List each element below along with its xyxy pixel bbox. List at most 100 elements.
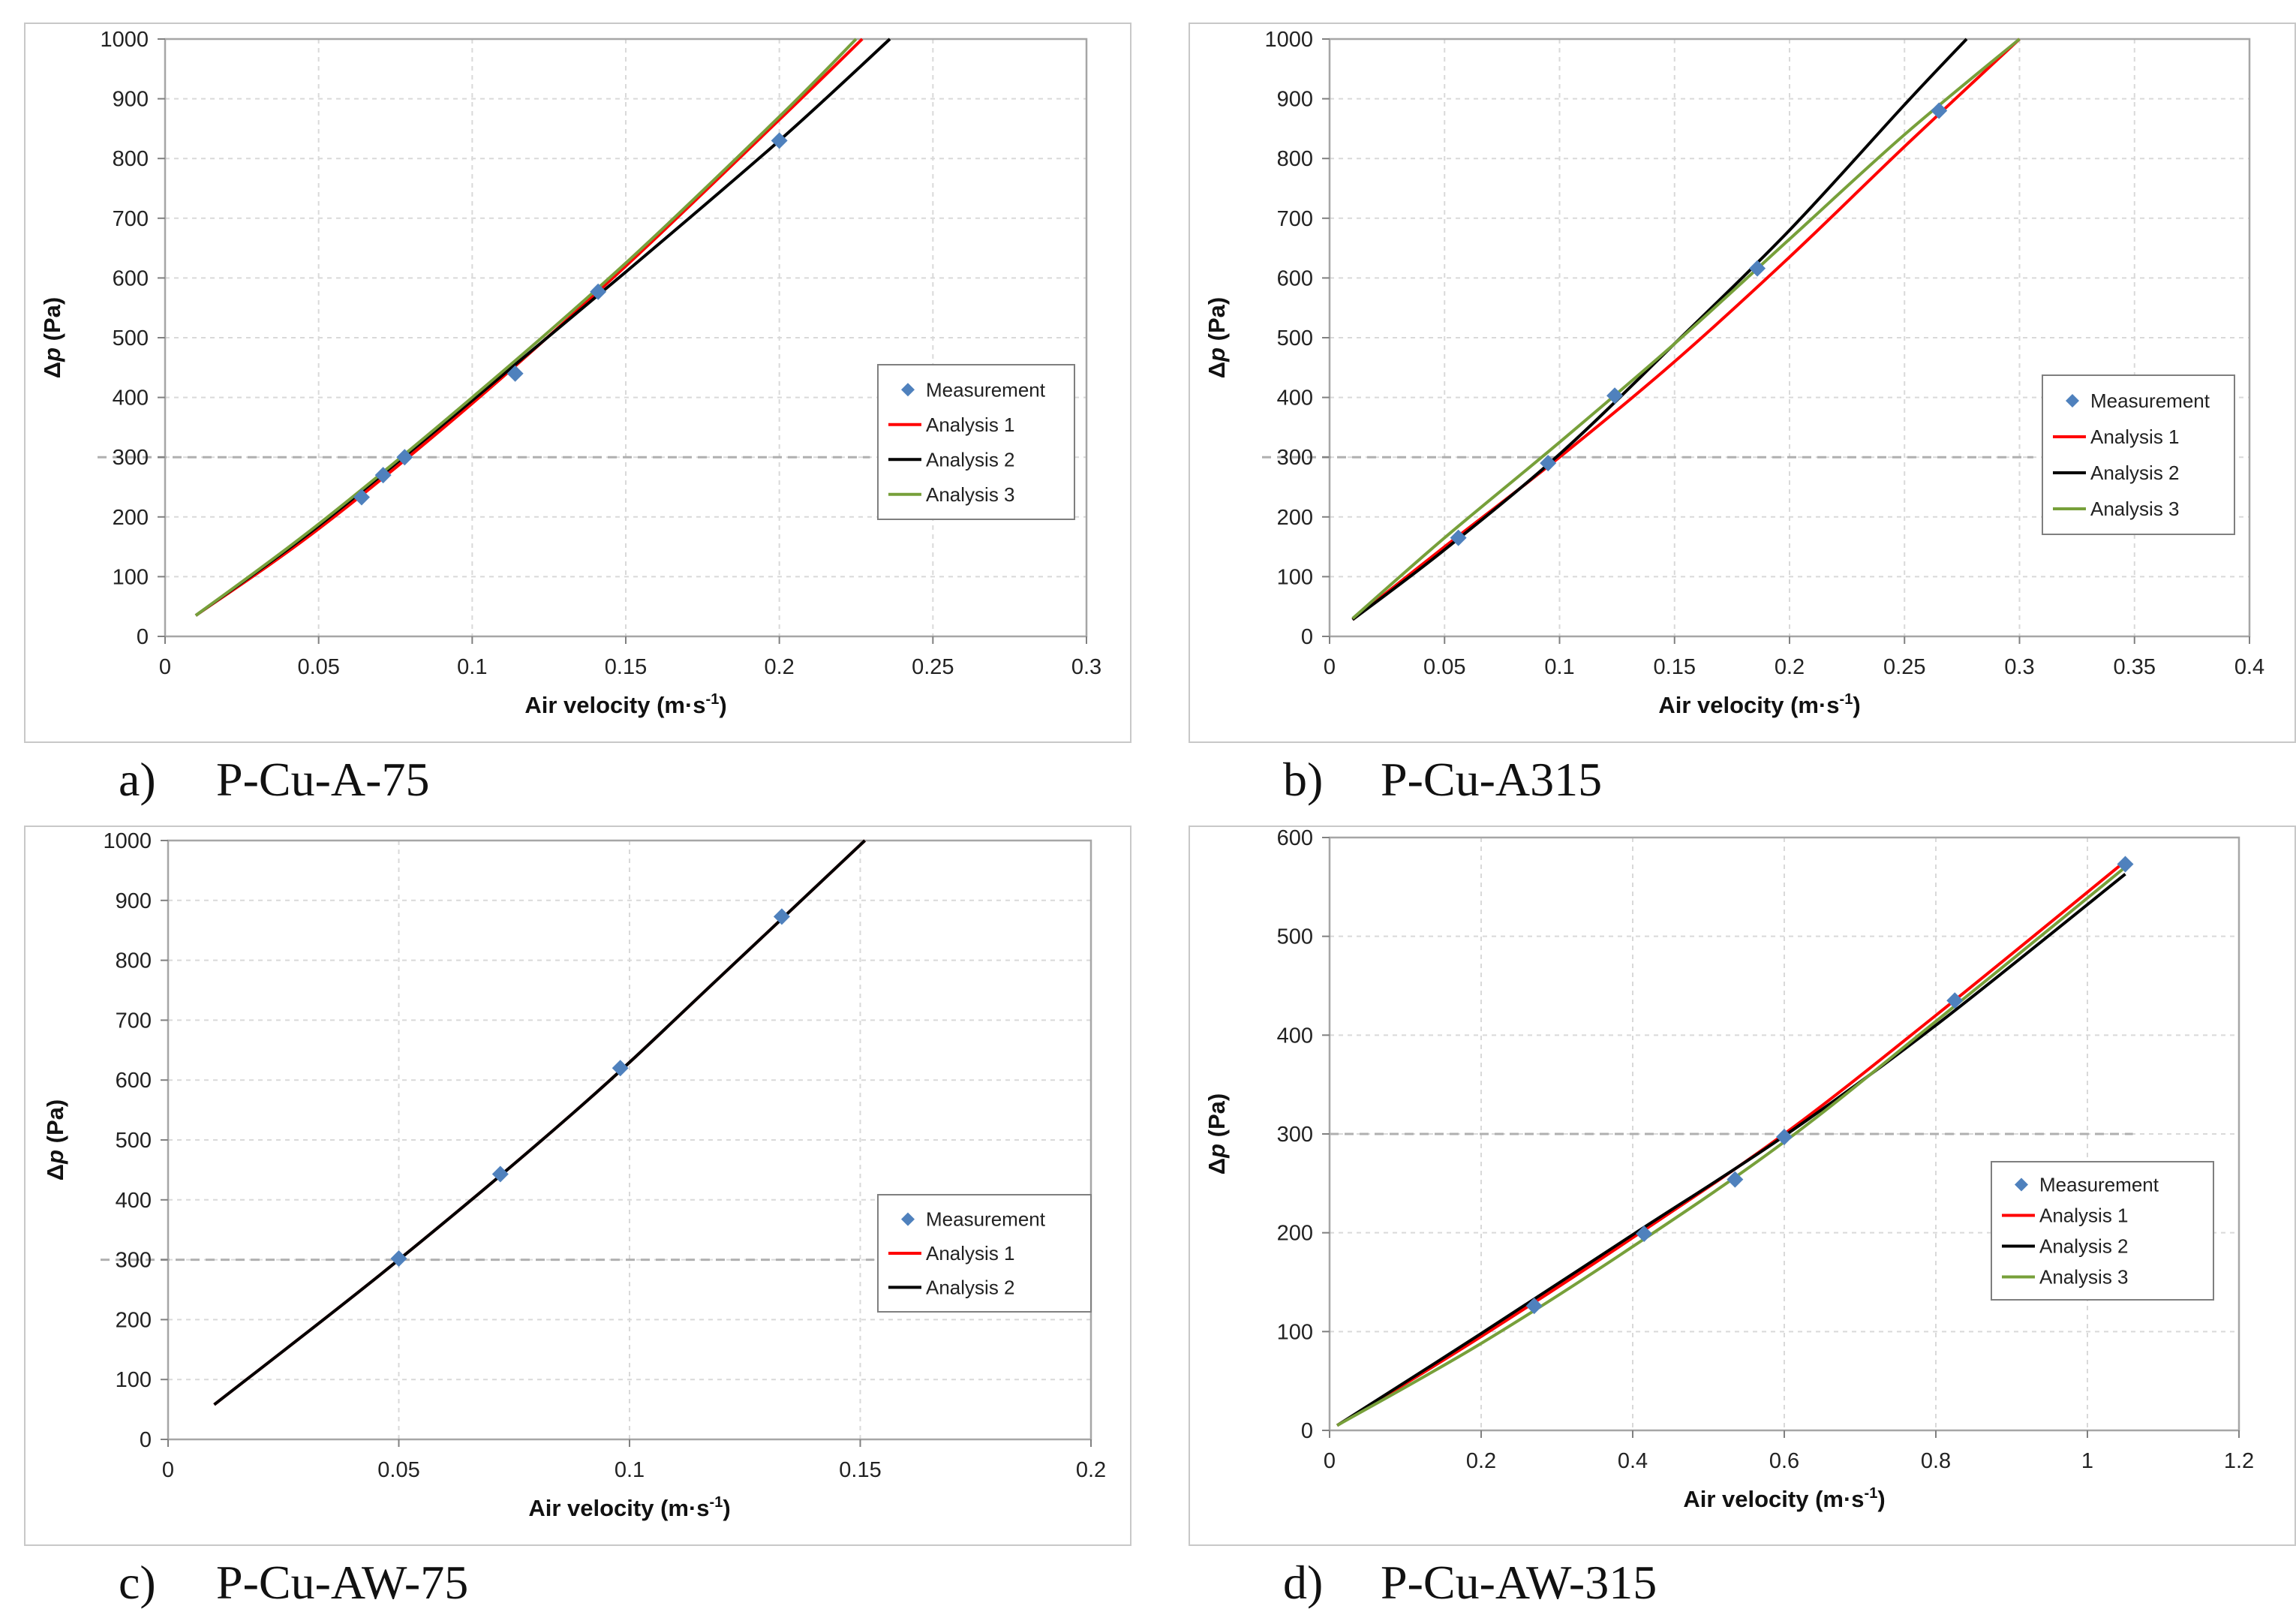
y-tick-label: 400 (113, 386, 149, 411)
measurement-point (1749, 260, 1766, 277)
y-tick-label: 100 (1277, 565, 1313, 589)
y-axis-title: Δp (Pa) (1204, 297, 1230, 378)
y-tick-label: 300 (1277, 446, 1313, 470)
y-tick-label: 700 (113, 207, 149, 231)
x-tick-label: 0 (159, 655, 171, 679)
x-tick-label: 0 (162, 1458, 174, 1482)
measurement-point (1636, 1225, 1653, 1242)
legend-label: Analysis 1 (2039, 1204, 2129, 1227)
x-axis-title: Air velocity (m·s-1) (1683, 1485, 1885, 1512)
measurement-point (374, 467, 392, 484)
measurement-point (353, 489, 370, 506)
y-tick-label: 0 (1301, 625, 1313, 649)
x-tick-label: 0 (1324, 655, 1336, 679)
caption-letter: c) (119, 1556, 156, 1609)
y-tick-label: 600 (113, 266, 149, 290)
y-axis-title: Δp (Pa) (1204, 1093, 1230, 1174)
y-tick-label: 700 (116, 1009, 152, 1033)
y-tick-label: 1000 (1264, 28, 1313, 52)
caption-title: P-Cu-AW-315 (1381, 1556, 1657, 1609)
x-tick-label: 1 (2081, 1449, 2093, 1473)
y-tick-label: 600 (1277, 826, 1313, 850)
y-tick-label: 500 (1277, 925, 1313, 949)
y-tick-label: 600 (116, 1069, 152, 1093)
y-tick-label: 400 (1277, 386, 1313, 411)
measurement-point (612, 1060, 629, 1077)
x-tick-label: 1.2 (2224, 1449, 2254, 1473)
legend-label: Analysis 1 (926, 414, 1015, 436)
series-line-analysis-2 (213, 839, 867, 1406)
legend-label: Analysis 2 (926, 448, 1015, 471)
legend-label: Analysis 2 (2039, 1235, 2129, 1258)
x-tick-label: 0.2 (1466, 1449, 1496, 1473)
legend-marker (901, 383, 915, 397)
x-tick-label: 0.15 (1654, 655, 1696, 679)
caption-letter: b) (1283, 753, 1324, 806)
y-tick-label: 800 (113, 147, 149, 171)
y-tick-label: 800 (116, 949, 152, 973)
y-axis-title: Δp (Pa) (39, 297, 65, 378)
series-line-analysis-2 (1336, 873, 2126, 1427)
caption-title: P-Cu-AW-75 (216, 1556, 469, 1609)
caption-letter: d) (1283, 1556, 1324, 1609)
chart-2: 0 0.05 0.1 0.15 0.2 0.25 0.3 0.35 0.4 0 100 200 300 4… (1204, 28, 2264, 718)
x-tick-label: 0 (1324, 1449, 1336, 1473)
x-tick-label: 0.15 (839, 1458, 881, 1482)
x-tick-label: 0.6 (1769, 1449, 1799, 1473)
x-tick-label: 0.15 (605, 655, 647, 679)
y-tick-label: 500 (113, 326, 149, 350)
x-tick-label: 0.05 (377, 1458, 419, 1482)
measurement-point (773, 908, 790, 925)
legend-label: Analysis 2 (926, 1276, 1015, 1298)
y-axis-title: Δp (Pa) (42, 1099, 68, 1180)
x-tick-label: 0.1 (457, 655, 487, 679)
y-tick-label: 0 (140, 1428, 152, 1452)
y-tick-label: 300 (1277, 1123, 1313, 1147)
x-tick-label: 0.4 (1618, 1449, 1648, 1473)
x-axis-title: Air velocity (m·s-1) (1658, 691, 1860, 718)
caption-title: P-Cu-A-75 (216, 753, 430, 806)
series-line-analysis-3 (1351, 38, 2021, 620)
y-tick-label: 800 (1277, 147, 1313, 171)
x-tick-label: 0.3 (2004, 655, 2034, 679)
y-tick-label: 900 (113, 88, 149, 112)
y-tick-label: 500 (1277, 326, 1313, 350)
x-tick-label: 0.2 (1775, 655, 1805, 679)
caption-title: P-Cu-A315 (1381, 753, 1603, 806)
y-tick-label: 100 (116, 1368, 152, 1392)
x-tick-label: 0.1 (615, 1458, 645, 1482)
y-tick-label: 1000 (103, 829, 152, 853)
x-tick-label: 0.05 (297, 655, 339, 679)
y-tick-label: 200 (1277, 1222, 1313, 1246)
x-tick-label: 0.05 (1423, 655, 1465, 679)
series-line-analysis-3 (194, 38, 858, 617)
measurement-point (1540, 455, 1557, 472)
x-axis-title: Air velocity (m·s-1) (528, 1494, 730, 1521)
y-tick-label: 600 (1277, 266, 1313, 290)
y-tick-label: 300 (116, 1249, 152, 1273)
legend-label: Measurement (926, 1208, 1046, 1231)
measurement-point (771, 132, 788, 149)
measurement-point (2117, 856, 2134, 873)
legend-label: Analysis 1 (926, 1242, 1015, 1265)
caption: d) P-Cu-AW-315 (1283, 1555, 1657, 1610)
legend-label: Measurement (2090, 389, 2210, 412)
measurement-point (1727, 1171, 1744, 1188)
caption: a) P-Cu-A-75 (119, 752, 429, 807)
y-tick-label: 200 (1277, 506, 1313, 530)
measurement-point (1606, 387, 1624, 404)
measurement-point (590, 283, 607, 300)
measurement-point (506, 365, 524, 382)
y-tick-label: 700 (1277, 207, 1313, 231)
chart-3: 0 0.05 0.1 0.15 0.2 0 100 200 300 400 500 600 700 800… (42, 829, 1106, 1521)
y-tick-label: 0 (137, 625, 149, 649)
y-tick-label: 500 (116, 1129, 152, 1153)
caption: c) P-Cu-AW-75 (119, 1555, 468, 1610)
legend-marker (2015, 1177, 2028, 1192)
x-tick-label: 0.8 (1921, 1449, 1951, 1473)
series-line-analysis-1 (1351, 38, 2021, 621)
x-tick-label: 0.25 (1883, 655, 1925, 679)
legend-label: Analysis 3 (2039, 1266, 2129, 1289)
legend-label: Measurement (926, 378, 1046, 401)
